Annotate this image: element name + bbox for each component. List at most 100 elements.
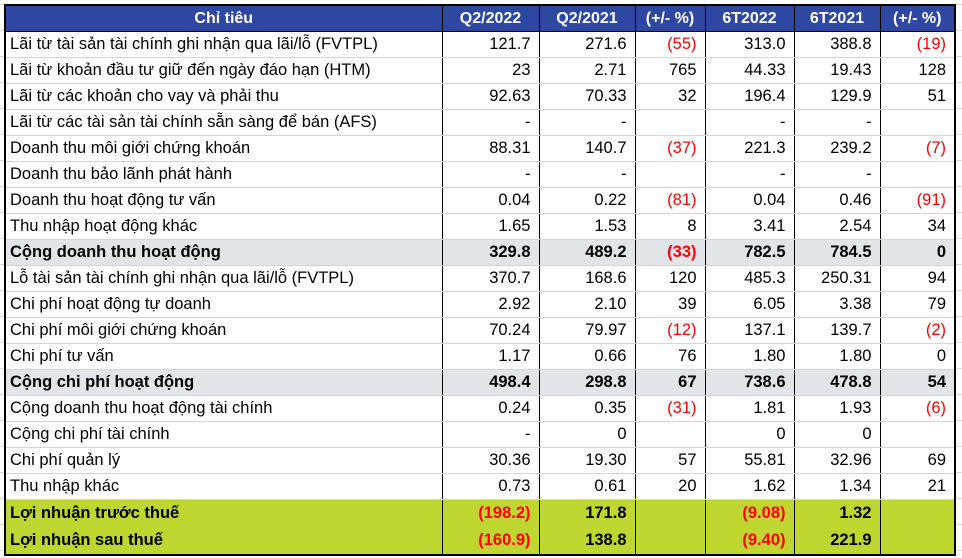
q2-2022-cell: 92.63 [441,83,539,110]
6t2021-cell: 1.93 [793,395,880,422]
label-cell: Chi phí môi giới chứng khoán [4,317,442,344]
6t2022-cell: - [704,161,794,188]
q2-change-cell: 120 [634,265,705,292]
q2-change-cell: 76 [634,343,705,370]
6t2022-cell: 221.3 [704,135,794,162]
q2-2022-cell: 2.92 [441,291,539,318]
q2-2021-cell: 271.6 [538,31,635,58]
table-body: Lãi từ tài sản tài chính ghi nhận qua lã… [4,31,955,555]
6t-change-cell: 0 [879,343,955,370]
6t2021-cell: 388.8 [793,31,880,58]
q2-change-cell: (33) [634,239,705,266]
q2-2021-cell: 1.53 [538,213,635,240]
6t2022-cell: 313.0 [704,31,794,58]
table-row: Lỗ tài sản tài chính ghi nhận qua lãi/lỗ… [4,265,955,292]
label-cell: Cộng chi phí hoạt động [4,369,442,396]
6t2022-cell: 0 [704,421,794,448]
q2-change-cell: 8 [634,213,705,240]
q2-2022-cell: (160.9) [441,527,539,555]
6t-change-cell [879,421,955,448]
table-row: Chi phí môi giới chứng khoán 70.24 79.97 (1… [4,317,955,344]
6t2022-cell: (9.08) [704,499,794,527]
q2-2022-cell: 88.31 [441,135,539,162]
q2-2021-cell: 171.8 [538,499,635,527]
q2-change-cell [634,499,705,527]
6t2021-cell: 0.46 [793,187,880,214]
6t-change-cell: 128 [879,57,955,84]
label-cell: Lợi nhuận trước thuế [4,499,442,527]
6t-change-cell: 34 [879,213,955,240]
6t2021-cell: 139.7 [793,317,880,344]
6t-change-cell: 51 [879,83,955,110]
q2-2021-cell: 0.35 [538,395,635,422]
6t2021-cell: 784.5 [793,239,880,266]
6t-change-cell [879,527,955,555]
q2-2021-cell: - [538,161,635,188]
table-row: Thu nhập khác 0.73 0.61 20 1.62 1.34 21 [4,473,955,500]
6t-change-cell: 79 [879,291,955,318]
financial-results-table: Chỉ tiêu Q2/2022 Q2/2021 (+/- %) 6T2022 … [4,4,956,556]
q2-2022-cell: - [441,109,539,136]
q2-change-cell [634,527,705,555]
q2-2021-cell: 138.8 [538,527,635,555]
q2-change-cell [634,161,705,188]
q2-2021-cell: 168.6 [538,265,635,292]
table-row: Doanh thu môi giới chứng khoán 88.31 140.7… [4,135,955,162]
label-cell: Doanh thu môi giới chứng khoán [4,135,442,162]
header-6t2021: 6T2021 [793,5,880,32]
6t-change-cell [879,161,955,188]
6t-change-cell: (2) [879,317,955,344]
header-q2-2022: Q2/2022 [441,5,539,32]
label-cell: Lãi từ khoản đầu tư giữ đến ngày đáo hạn… [4,57,442,84]
q2-2022-cell: 70.24 [441,317,539,344]
6t2022-cell: - [704,109,794,136]
q2-2022-cell: 1.17 [441,343,539,370]
6t2021-cell: 1.34 [793,473,880,500]
6t2021-cell: 250.31 [793,265,880,292]
6t2021-cell: 239.2 [793,135,880,162]
label-cell: Lỗ tài sản tài chính ghi nhận qua lãi/lỗ… [4,265,442,292]
table-row: Cộng doanh thu hoạt động tài chính 0.24 0.… [4,395,955,422]
q2-2022-cell: - [441,161,539,188]
q2-2022-cell: 0.04 [441,187,539,214]
6t-change-cell: 94 [879,265,955,292]
q2-2021-cell: 0.66 [538,343,635,370]
6t2021-cell: 19.43 [793,57,880,84]
label-cell: Chi phí tư vấn [4,343,442,370]
q2-change-cell: 67 [634,369,705,396]
header-6t-change: (+/- %) [879,5,955,32]
total-row: Cộng doanh thu hoạt động 329.8 489.2 (33) 78… [4,239,955,266]
6t2022-cell: 0.04 [704,187,794,214]
6t2022-cell: 485.3 [704,265,794,292]
6t2021-cell: 3.38 [793,291,880,318]
header-6t2022: 6T2022 [704,5,794,32]
label-cell: Thu nhập hoạt động khác [4,213,442,240]
label-cell: Chi phí quản lý [4,447,442,474]
label-cell: Lãi từ các tài sản tài chính sẵn sàng để… [4,109,442,136]
q2-2021-cell: 2.10 [538,291,635,318]
label-cell: Doanh thu hoạt động tư vấn [4,187,442,214]
table-row: Chi phí hoạt động tự doanh 2.92 2.10 39 6.05… [4,291,955,318]
6t-change-cell [879,109,955,136]
6t2021-cell: - [793,109,880,136]
q2-change-cell: (37) [634,135,705,162]
q2-change-cell: 20 [634,473,705,500]
table-row: Lãi từ khoản đầu tư giữ đến ngày đáo hạn… [4,57,955,84]
6t2021-cell: 0 [793,421,880,448]
6t2022-cell: 1.80 [704,343,794,370]
6t-change-cell: 54 [879,369,955,396]
6t2021-cell: 2.54 [793,213,880,240]
table-row: Thu nhập hoạt động khác 1.65 1.53 8 3.41 2.54… [4,213,955,240]
6t-change-cell [879,499,955,527]
q2-change-cell: (31) [634,395,705,422]
6t2022-cell: 55.81 [704,447,794,474]
6t2021-cell: 478.8 [793,369,880,396]
label-cell: Lợi nhuận sau thuế [4,527,442,555]
q2-2022-cell: 23 [441,57,539,84]
q2-change-cell [634,421,705,448]
q2-2021-cell: 0.61 [538,473,635,500]
6t2021-cell: 1.32 [793,499,880,527]
q2-2022-cell: 370.7 [441,265,539,292]
header-q2-change: (+/- %) [634,5,705,32]
6t2021-cell: - [793,161,880,188]
